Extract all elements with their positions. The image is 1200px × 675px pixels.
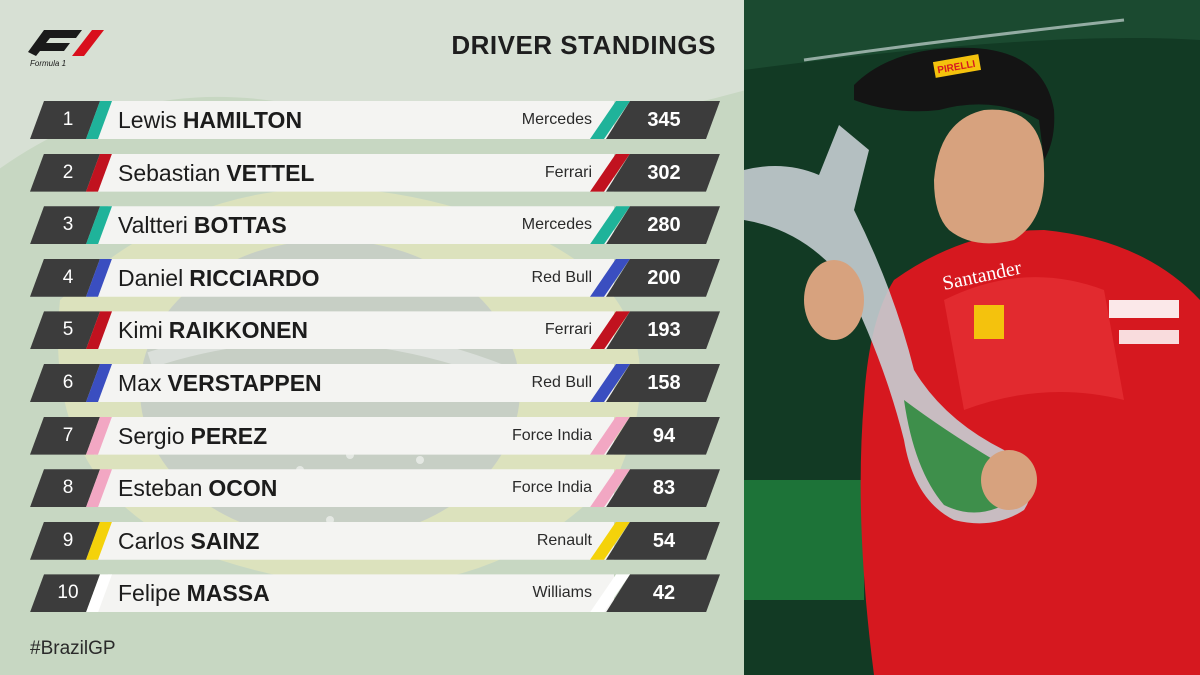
name-box [94,469,614,508]
name-box [94,311,614,350]
driver-name: Carlos SAINZ [118,522,259,560]
standings-row: 4 Daniel RICCIARDO Red Bull 200 [30,258,720,297]
driver-first-name: Valtteri [118,212,188,239]
driver-points: 83 [652,477,676,500]
standings-row: 2 Sebastian VETTEL Ferrari 302 [30,153,720,192]
driver-points: 302 [647,161,681,184]
driver-points: 345 [647,109,681,131]
position-number: 9 [62,529,74,551]
team-name: Red Bull [531,374,592,391]
position-number: 8 [62,477,74,499]
driver-last-name: VETTEL [226,159,315,186]
standings-row: 5 Kimi RAIKKONEN Ferrari 193 [30,311,720,350]
driver-name: Max VERSTAPPEN [118,364,322,402]
driver-points: 94 [652,424,676,447]
driver-points: 158 [647,372,681,394]
driver-last-name: HAMILTON [182,107,303,133]
name-box [94,101,614,139]
driver-points: 54 [652,529,676,552]
logo-text: Formula 1 [30,59,66,68]
driver-first-name: Daniel [118,264,184,291]
standings-panel: Formula 1 DRIVER STANDINGS 1 Lewis HAMILT… [0,0,744,675]
driver-first-name: Felipe [118,580,181,607]
driver-first-name: Kimi [118,317,163,344]
position-box [30,364,100,402]
position-number: 4 [62,266,74,288]
position-number: 10 [57,582,79,604]
position-number: 3 [62,214,74,236]
driver-last-name: RAIKKONEN [168,317,309,344]
driver-name: Sebastian VETTEL [118,154,314,192]
driver-name: Sergio PEREZ [118,417,267,455]
name-box [94,364,614,402]
position-number: 1 [62,109,74,130]
standings-row: 8 Esteban OCON Force India 83 [30,469,720,508]
driver-name: Esteban OCON [118,469,277,507]
standings-row: 1 Lewis HAMILTON Mercedes 345 [30,101,720,139]
driver-last-name: BOTTAS [193,212,287,239]
hashtag: #BrazilGP [30,638,116,659]
page-title: DRIVER STANDINGS [451,30,716,60]
team-name: Ferrari [544,163,592,181]
position-number: 5 [62,319,74,341]
winner-photo: PIRELLI Santander [744,0,1200,675]
name-box [94,416,614,455]
team-name: Mercedes [521,111,592,128]
position-box [30,469,100,508]
driver-points: 280 [647,214,681,237]
position-number: 6 [62,372,74,393]
team-name: Renault [536,531,592,549]
driver-first-name: Carlos [118,527,185,554]
driver-last-name: PEREZ [190,422,268,449]
driver-name: Daniel RICCIARDO [118,259,320,297]
name-box [94,258,614,297]
standings-row: 6 Max VERSTAPPEN Red Bull 158 [30,364,720,402]
driver-first-name: Sergio [118,422,185,449]
standings-row: 7 Sergio PEREZ Force India 94 [30,416,720,455]
team-name: Red Bull [531,268,592,286]
driver-points: 200 [647,266,681,289]
position-box [30,416,100,455]
driver-last-name: MASSA [186,580,270,607]
team-name: Force India [511,426,592,444]
standings-row: 3 Valtteri BOTTAS Mercedes 280 [30,206,720,245]
f1-logo: Formula 1 [28,30,104,68]
driver-name: Valtteri BOTTAS [118,206,287,244]
driver-points: 42 [652,582,676,605]
driver-first-name: Sebastian [118,159,221,186]
driver-name: Kimi RAIKKONEN [118,311,308,349]
driver-last-name: VERSTAPPEN [167,370,322,396]
team-name: Force India [511,479,592,497]
driver-first-name: Max [118,370,162,396]
driver-name: Lewis HAMILTON [118,101,302,139]
driver-last-name: SAINZ [190,527,260,554]
standings-row: 9 Carlos SAINZ Renault 54 [30,521,720,560]
driver-last-name: RICCIARDO [189,264,320,291]
standings-row: 10 Felipe MASSA Williams 42 [30,574,720,613]
team-name: Mercedes [521,216,592,234]
team-name: Ferrari [544,321,592,339]
driver-points: 193 [647,319,681,342]
name-box [94,206,614,245]
ferrari-badge [974,305,1004,339]
driver-first-name: Lewis [118,107,177,133]
name-box [94,521,614,560]
driver-photo-illustration: PIRELLI Santander [744,0,1200,675]
name-box [94,153,614,192]
driver-name: Felipe MASSA [118,574,270,612]
position-box [30,258,100,297]
driver-last-name: OCON [208,475,278,502]
driver-first-name: Esteban [118,475,203,502]
position-box [30,311,100,350]
team-name: Williams [532,584,592,602]
position-number: 2 [62,161,74,183]
position-number: 7 [62,424,74,446]
name-box [94,574,614,613]
